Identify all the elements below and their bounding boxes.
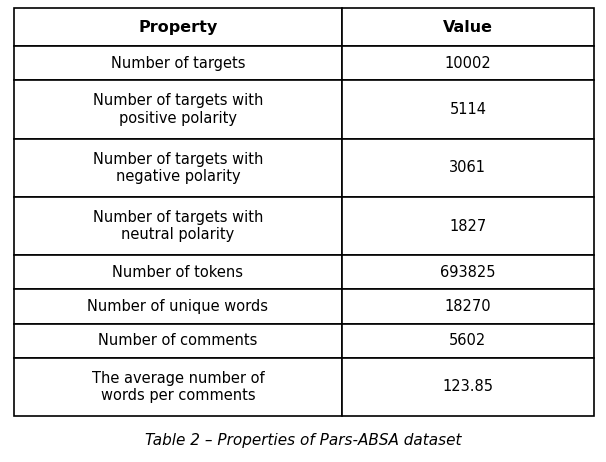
Bar — [342, 46, 594, 80]
Bar — [342, 255, 594, 289]
Text: Number of targets with
negative polarity: Number of targets with negative polarity — [93, 152, 263, 184]
Bar — [342, 289, 594, 323]
Text: The average number of
words per comments: The average number of words per comments — [92, 371, 264, 403]
Bar — [14, 255, 342, 289]
Text: Number of targets with
neutral polarity: Number of targets with neutral polarity — [93, 210, 263, 242]
Bar — [342, 80, 594, 139]
Bar — [14, 323, 342, 358]
Text: Number of unique words: Number of unique words — [87, 299, 268, 314]
Bar — [342, 139, 594, 197]
Text: 693825: 693825 — [440, 265, 496, 280]
Bar — [14, 289, 342, 323]
Text: 1827: 1827 — [449, 219, 487, 234]
Text: Property: Property — [138, 19, 218, 35]
Bar — [342, 8, 594, 46]
Bar — [342, 323, 594, 358]
Text: 5602: 5602 — [449, 333, 487, 348]
Text: 10002: 10002 — [444, 56, 491, 71]
Bar — [342, 197, 594, 255]
Text: 5114: 5114 — [450, 102, 487, 117]
Bar — [14, 46, 342, 80]
Text: Number of tokens: Number of tokens — [112, 265, 244, 280]
Text: 18270: 18270 — [445, 299, 491, 314]
Bar — [14, 80, 342, 139]
Bar — [14, 197, 342, 255]
Bar — [14, 8, 342, 46]
Bar — [342, 358, 594, 416]
Text: Table 2 – Properties of Pars-ABSA dataset: Table 2 – Properties of Pars-ABSA datase… — [145, 433, 461, 449]
Text: Number of comments: Number of comments — [98, 333, 258, 348]
Bar — [14, 139, 342, 197]
Text: Number of targets with
positive polarity: Number of targets with positive polarity — [93, 93, 263, 126]
Bar — [14, 358, 342, 416]
Text: Number of targets: Number of targets — [111, 56, 245, 71]
Text: 123.85: 123.85 — [442, 379, 493, 395]
Text: 3061: 3061 — [450, 160, 487, 175]
Text: Value: Value — [443, 19, 493, 35]
